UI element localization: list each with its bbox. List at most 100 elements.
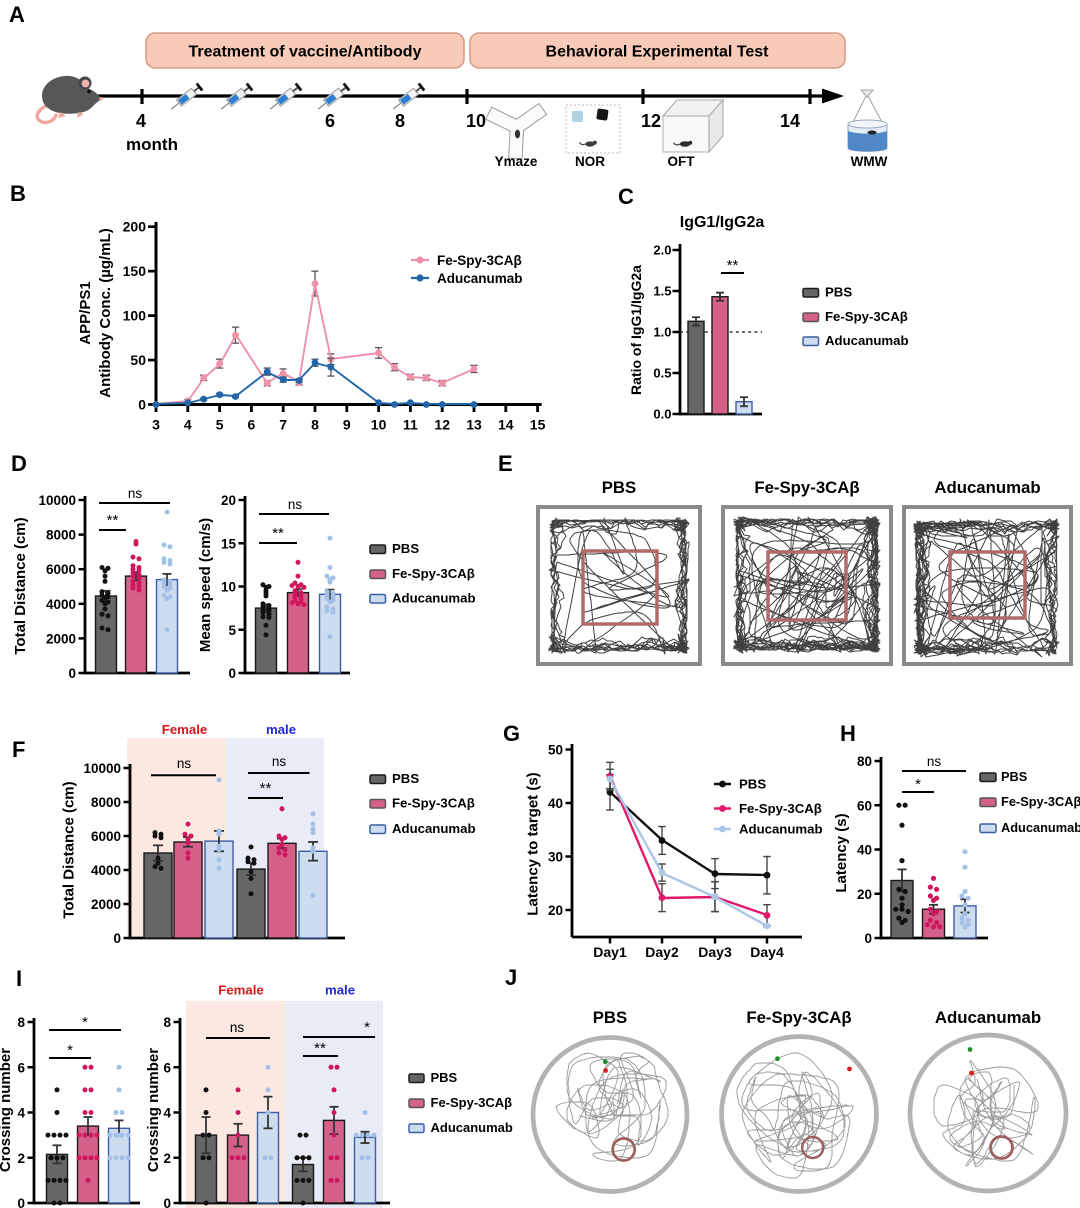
svg-text:1.0: 1.0 <box>653 325 671 340</box>
svg-text:9: 9 <box>343 417 351 433</box>
svg-text:8: 8 <box>163 1015 171 1030</box>
svg-text:6: 6 <box>163 1060 171 1075</box>
svg-text:Aducanumab: Aducanumab <box>934 478 1040 497</box>
svg-text:8: 8 <box>395 111 405 131</box>
svg-text:PBS: PBS <box>593 1008 628 1027</box>
svg-text:200: 200 <box>123 219 147 235</box>
svg-text:J: J <box>505 965 517 990</box>
svg-text:**: ** <box>314 1040 326 1057</box>
svg-text:Fe-Spy-3CAβ: Fe-Spy-3CAβ <box>739 801 822 816</box>
svg-text:0.5: 0.5 <box>653 366 671 381</box>
svg-text:20: 20 <box>548 903 563 918</box>
svg-text:**: ** <box>107 512 119 529</box>
svg-text:0: 0 <box>138 397 146 413</box>
svg-text:150: 150 <box>123 263 147 279</box>
svg-text:Ratio of IgG1/IgG2a: Ratio of IgG1/IgG2a <box>628 265 644 395</box>
svg-text:0: 0 <box>68 666 76 681</box>
svg-text:0: 0 <box>163 1196 171 1208</box>
svg-text:ns: ns <box>272 754 287 769</box>
svg-text:ns: ns <box>128 486 143 501</box>
svg-text:Crossing number: Crossing number <box>145 1048 162 1172</box>
svg-text:40: 40 <box>548 796 563 811</box>
svg-text:*: * <box>82 1014 88 1031</box>
svg-text:Day4: Day4 <box>750 944 784 960</box>
svg-text:ns: ns <box>230 1020 245 1035</box>
svg-text:Aducanumab: Aducanumab <box>392 591 476 606</box>
svg-text:A: A <box>9 2 25 27</box>
svg-text:30: 30 <box>548 850 563 865</box>
svg-text:ns: ns <box>288 497 303 512</box>
svg-text:Aducanumab: Aducanumab <box>437 271 523 286</box>
svg-text:2: 2 <box>163 1151 171 1166</box>
svg-text:50: 50 <box>130 352 146 368</box>
svg-text:Fe-Spy-3CAβ: Fe-Spy-3CAβ <box>392 796 475 811</box>
svg-text:10: 10 <box>466 111 486 131</box>
svg-text:PBS: PBS <box>739 777 766 792</box>
svg-text:10000: 10000 <box>83 761 121 776</box>
svg-text:Crossing number: Crossing number <box>0 1048 14 1172</box>
svg-text:1.5: 1.5 <box>653 284 671 299</box>
svg-text:5: 5 <box>228 623 236 638</box>
svg-text:C: C <box>618 184 634 209</box>
svg-text:Mean speed (cm/s): Mean speed (cm/s) <box>197 518 214 652</box>
svg-text:**: ** <box>260 780 272 797</box>
svg-text:Fe-Spy-3CAβ: Fe-Spy-3CAβ <box>746 1008 851 1027</box>
svg-text:2000: 2000 <box>46 631 76 646</box>
svg-text:15: 15 <box>530 417 546 433</box>
svg-text:4: 4 <box>163 1106 171 1121</box>
svg-text:Female: Female <box>162 722 207 737</box>
svg-text:Treatment of vaccine/Antibody: Treatment of vaccine/Antibody <box>189 44 422 61</box>
svg-text:20: 20 <box>857 887 872 902</box>
svg-text:0: 0 <box>228 666 236 681</box>
svg-text:4000: 4000 <box>46 597 76 612</box>
svg-text:4: 4 <box>136 111 146 131</box>
svg-text:10: 10 <box>221 580 236 595</box>
svg-text:4: 4 <box>17 1106 25 1121</box>
svg-text:male: male <box>325 983 355 998</box>
svg-text:7: 7 <box>279 417 287 433</box>
svg-text:F: F <box>12 737 25 762</box>
svg-text:month: month <box>126 135 178 154</box>
svg-text:*: * <box>67 1042 73 1059</box>
svg-text:13: 13 <box>466 417 482 433</box>
svg-text:ns: ns <box>177 756 192 771</box>
svg-text:IgG1/IgG2a: IgG1/IgG2a <box>680 214 765 231</box>
svg-text:NOR: NOR <box>575 154 605 169</box>
svg-text:Aducanumab: Aducanumab <box>392 821 476 836</box>
svg-text:6: 6 <box>17 1060 25 1075</box>
svg-text:PBS: PBS <box>602 478 637 497</box>
svg-text:PBS: PBS <box>431 1070 458 1085</box>
svg-text:8: 8 <box>311 417 319 433</box>
svg-text:PBS: PBS <box>392 541 419 556</box>
svg-text:3: 3 <box>152 417 160 433</box>
svg-text:Day2: Day2 <box>645 944 679 960</box>
svg-text:5: 5 <box>216 417 224 433</box>
svg-text:*: * <box>915 776 921 793</box>
svg-text:Fe-Spy-3CAβ: Fe-Spy-3CAβ <box>431 1095 513 1110</box>
svg-text:WMW: WMW <box>851 154 888 169</box>
svg-text:0: 0 <box>864 931 872 946</box>
svg-text:Aducanumab: Aducanumab <box>935 1008 1041 1027</box>
svg-text:D: D <box>11 451 27 476</box>
svg-text:H: H <box>840 721 856 746</box>
svg-text:60: 60 <box>857 798 872 813</box>
svg-text:ns: ns <box>927 754 942 769</box>
svg-text:APP/PS1: APP/PS1 <box>77 281 94 344</box>
svg-text:8000: 8000 <box>91 795 121 810</box>
svg-text:2: 2 <box>17 1151 25 1166</box>
svg-text:6: 6 <box>325 111 335 131</box>
svg-text:B: B <box>10 181 26 206</box>
svg-text:12: 12 <box>434 417 450 433</box>
svg-text:Fe-Spy-3CAβ: Fe-Spy-3CAβ <box>392 566 475 581</box>
svg-text:*: * <box>364 1019 370 1036</box>
svg-text:Fe-Spy-3CAβ: Fe-Spy-3CAβ <box>825 309 908 324</box>
svg-text:Aducanumab: Aducanumab <box>1001 820 1080 835</box>
svg-text:OFT: OFT <box>668 154 696 169</box>
svg-text:15: 15 <box>221 536 237 551</box>
svg-text:6: 6 <box>248 417 256 433</box>
svg-text:4: 4 <box>184 417 192 433</box>
svg-text:8000: 8000 <box>46 528 76 543</box>
svg-text:Total Distance (cm): Total Distance (cm) <box>12 517 29 654</box>
svg-text:Total Distance (cm): Total Distance (cm) <box>61 781 78 918</box>
svg-text:12: 12 <box>641 111 661 131</box>
